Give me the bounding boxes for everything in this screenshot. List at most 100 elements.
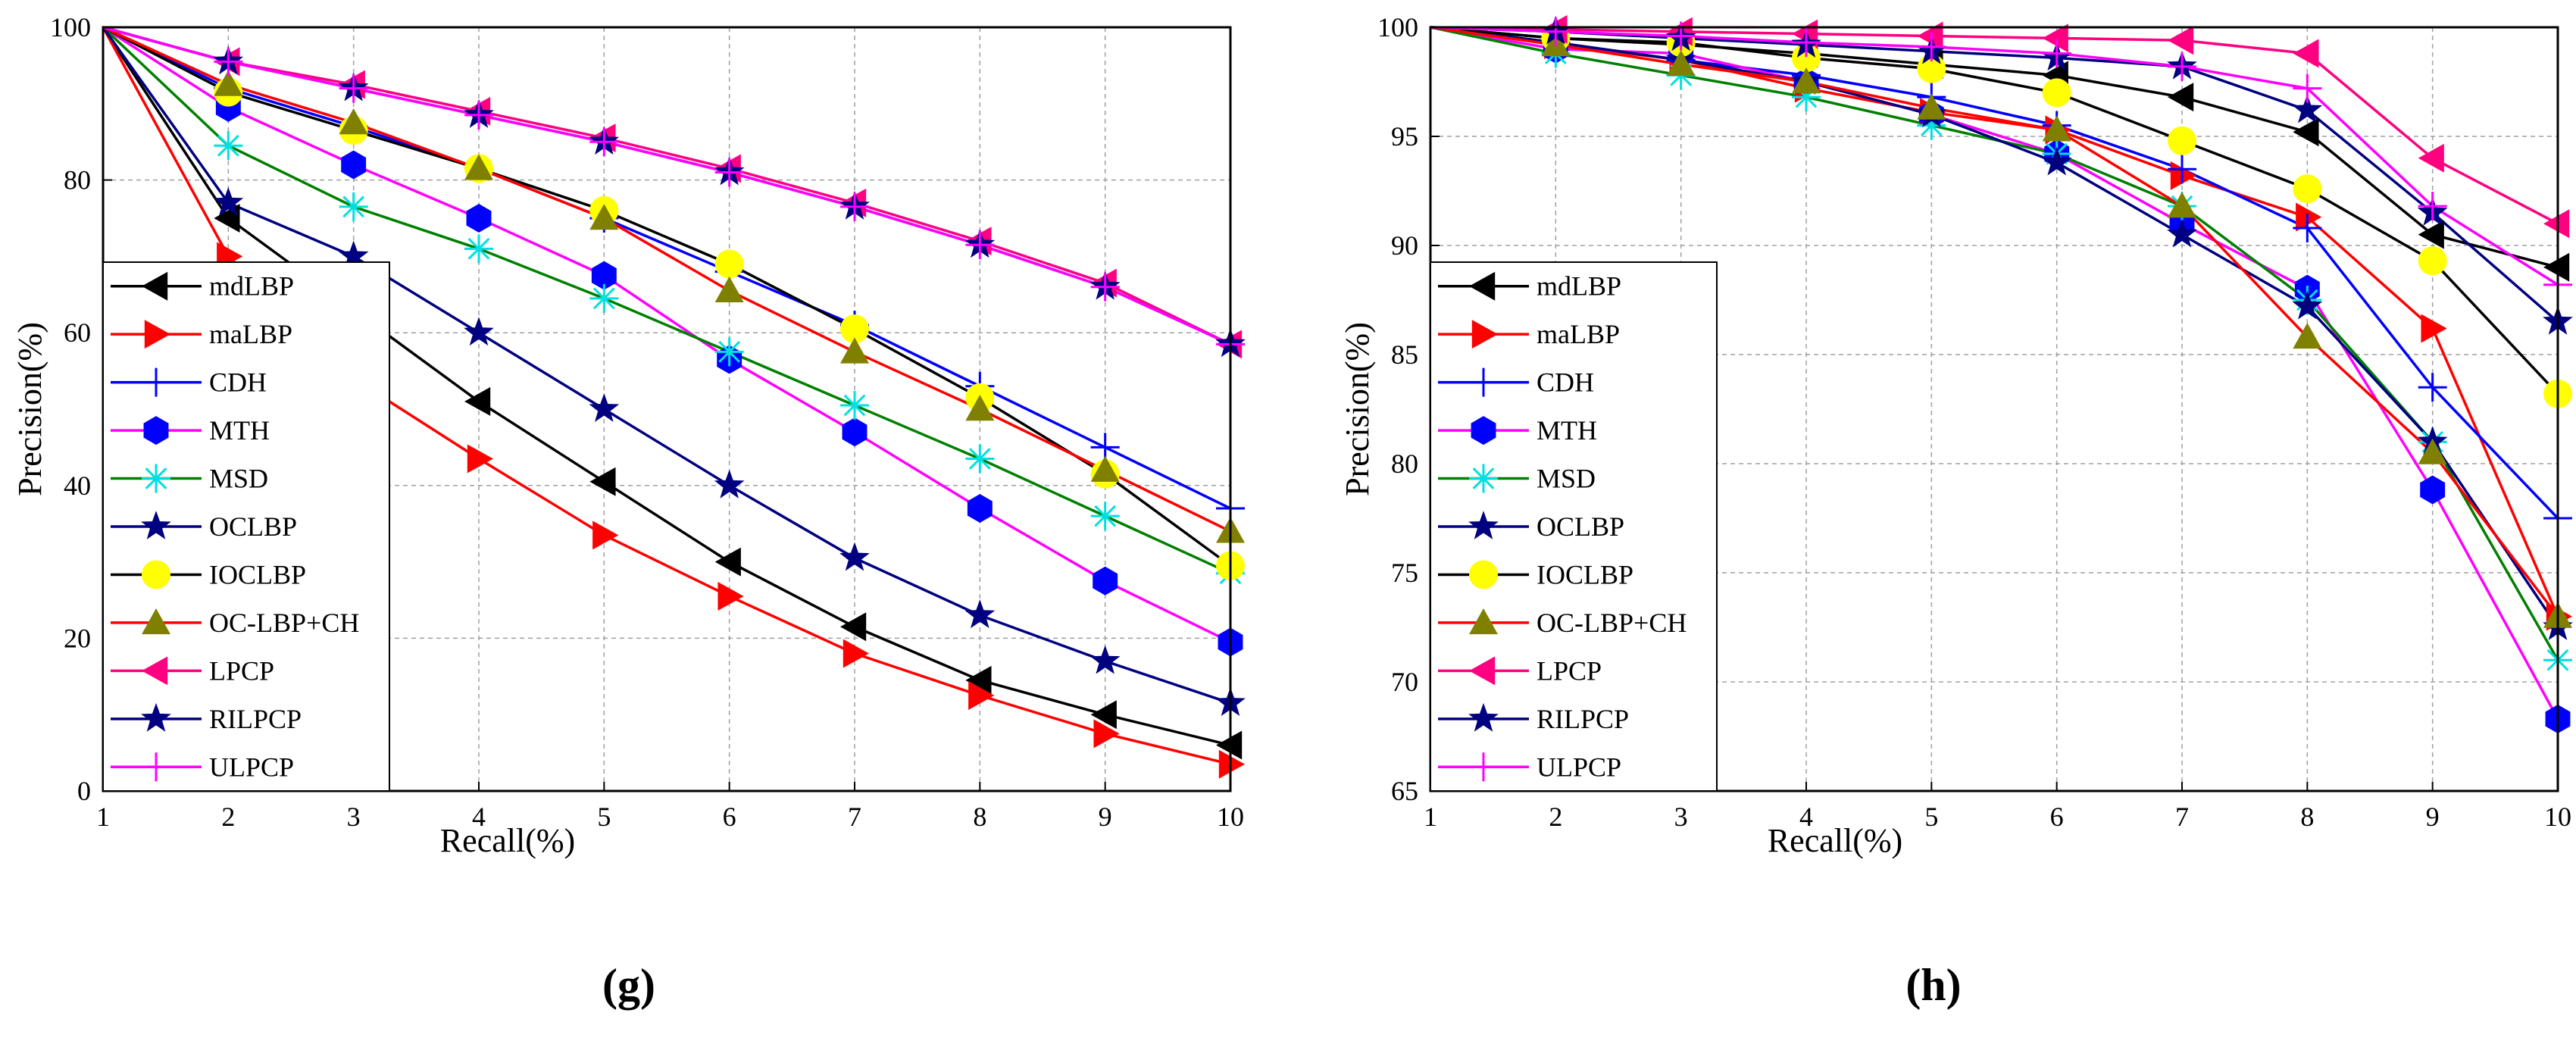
legend-marker: [1469, 608, 1498, 635]
data-point-oclbp-shape: [964, 599, 996, 629]
data-point-oclbp-shape: [589, 393, 620, 422]
data-point-mth-shape: [967, 494, 993, 524]
data-point-ioclbp-shape: [840, 314, 869, 344]
data-point-oclbp-shape: [714, 469, 745, 499]
data-point-oc-lbp-ch: [2418, 438, 2447, 464]
legend-marker-shape: [1471, 320, 1498, 349]
legend-label: mdLBP: [209, 271, 294, 302]
legend-item-oclbp: OCLBP: [111, 511, 297, 542]
legend-marker-shape: [1468, 511, 1499, 539]
data-point-oclbp-shape: [2041, 146, 2072, 176]
data-point-ulpcp: [714, 158, 744, 187]
data-point-oclbp-shape: [338, 240, 369, 270]
series-line-ioclbp: [1430, 26, 2559, 395]
data-point-ulpcp-shape: [464, 100, 493, 130]
x-tick-label: 1: [96, 802, 110, 832]
data-point-malbp-shape: [467, 444, 493, 474]
data-point-ulpcp-shape: [1090, 272, 1120, 302]
legend-marker: [144, 320, 170, 349]
data-point-oclbp-shape: [2292, 290, 2323, 320]
data-point-ulpcp-shape: [714, 158, 744, 187]
x-axis-label: Recall(%): [1768, 822, 1902, 859]
y-tick-label: 80: [64, 165, 91, 195]
data-point-malbp: [2421, 314, 2447, 343]
data-point-mdlbp: [965, 665, 992, 695]
data-point-ulpcp: [339, 73, 368, 103]
data-point-mth: [466, 204, 492, 233]
data-point-oc-lbp-ch: [1666, 49, 1696, 77]
data-point-lpcp: [2418, 143, 2444, 173]
data-point-ulpcp: [2418, 192, 2447, 221]
series-line-ioclbp: [102, 26, 1232, 567]
data-point-oclbp: [2041, 146, 2072, 176]
legend-marker: [142, 560, 170, 589]
data-point-ioclbp-shape: [2168, 126, 2196, 155]
data-point-mth-shape: [2420, 475, 2446, 505]
data-point-mdlbp: [589, 467, 616, 496]
data-point-ulpcp-shape: [589, 127, 619, 157]
legend: mdLBP maLBP CDH MTH MSD OCLBP IOCLBP OC-LBP+CH L…: [1430, 261, 1718, 792]
data-point-oc-lbp-ch-shape: [1090, 455, 1120, 482]
legend-marker-shape: [1471, 416, 1496, 445]
legend-item-cdh: CDH: [111, 367, 267, 398]
data-point-ioclbp: [840, 314, 869, 344]
y-tick-label: 60: [64, 317, 91, 348]
legend-marker: [1471, 416, 1496, 445]
data-point-ioclbp: [2418, 246, 2447, 276]
x-tick-label: 5: [1924, 802, 1938, 832]
data-point-oc-lbp-ch-shape: [464, 154, 493, 180]
y-tick-label: 100: [50, 12, 91, 42]
legend-label: mdLBP: [1537, 271, 1621, 302]
legend-marker: [1469, 656, 1496, 686]
legend-marker-shape: [144, 320, 170, 349]
data-point-mdlbp: [2168, 83, 2194, 112]
data-point-malbp-shape: [968, 681, 995, 710]
y-tick-label: 20: [64, 623, 91, 653]
data-point-mdlbp-shape: [1090, 700, 1117, 730]
data-point-ioclbp-shape: [714, 249, 744, 279]
legend-marker-shape: [142, 752, 170, 782]
data-point-mdlbp-shape: [464, 386, 491, 416]
legend-label: maLBP: [209, 319, 292, 349]
data-point-oc-lbp-ch-shape: [589, 204, 619, 230]
data-point-mdlbp: [1090, 700, 1117, 730]
x-tick-label: 10: [2544, 802, 2571, 832]
y-tick-label: 40: [64, 470, 91, 501]
data-point-mth: [591, 261, 617, 290]
data-point-ulpcp: [1917, 32, 1946, 61]
data-point-msd-shape: [965, 444, 995, 474]
data-point-mdlbp-shape: [589, 467, 616, 496]
x-tick-label: 2: [1549, 802, 1562, 832]
data-point-ulpcp-shape: [2168, 52, 2196, 81]
data-point-malbp: [1093, 719, 1120, 749]
data-point-oclbp: [213, 186, 244, 216]
data-point-oc-lbp-ch: [2293, 322, 2322, 349]
series-line-oclbp: [1430, 26, 2559, 628]
legend-item-mdlbp: mdLBP: [111, 271, 294, 302]
data-point-malbp: [2170, 161, 2196, 190]
legend-marker: [1471, 320, 1498, 349]
data-point-malbp-shape: [843, 639, 869, 668]
data-point-ulpcp-shape: [965, 230, 995, 260]
legend-marker-shape: [142, 367, 170, 397]
legend-item-lpcp: LPCP: [1438, 655, 1602, 686]
legend-marker: [142, 464, 170, 493]
data-point-oc-lbp-ch-shape: [214, 70, 243, 96]
chart-panel-h: 1 2 3 4 5 6 7 8 9 10 65 70 75 80 85 90 95 100 Recall(%) Pre…: [1339, 12, 2573, 1010]
data-point-oc-lbp-ch: [464, 154, 493, 180]
data-point-ulpcp-shape: [2418, 192, 2447, 221]
legend-item-oc-lbp-ch: OC-LBP+CH: [1438, 608, 1687, 638]
legend-item-ioclbp: IOCLBP: [1438, 559, 1633, 589]
data-point-mth-shape: [466, 204, 492, 233]
data-point-mdlbp: [2293, 117, 2319, 147]
data-point-ulpcp-shape: [1541, 17, 1571, 46]
legend-marker-shape: [1469, 464, 1498, 493]
legend-marker-shape: [1469, 271, 1496, 301]
data-point-oc-lbp-ch-shape: [2042, 115, 2071, 142]
y-tick-label: 95: [1391, 121, 1418, 152]
legend-label: IOCLBP: [209, 559, 306, 589]
data-point-mth: [842, 417, 868, 447]
legend-label: IOCLBP: [1537, 559, 1633, 589]
legend-label: maLBP: [1537, 319, 1620, 349]
data-point-ulpcp-shape: [2042, 39, 2071, 68]
